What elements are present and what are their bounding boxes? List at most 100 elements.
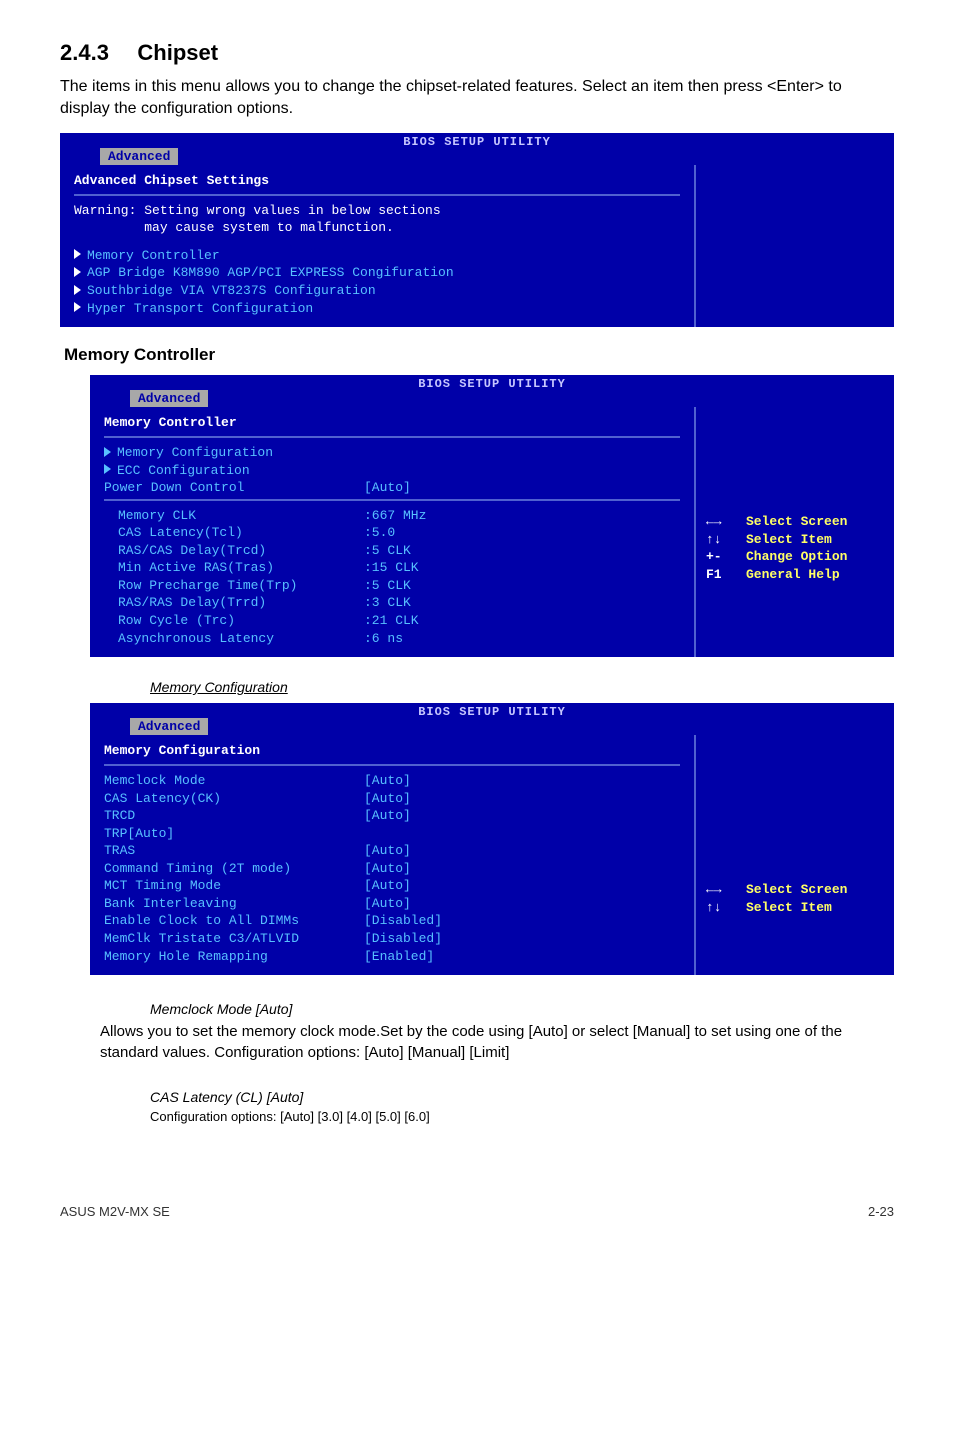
info-row: Memory CLK:667 MHz [104,507,680,525]
footer-right: 2-23 [868,1204,894,1219]
bios-window-chipset: BIOS SETUP UTILITY Advanced Advanced Chi… [60,133,894,327]
info-row: RAS/CAS Delay(Trcd):5 CLK [104,542,680,560]
setting-value: [Auto] [364,807,411,825]
setting-value: [Auto] [364,860,411,878]
menu-item-southbridge[interactable]: Southbridge VIA VT8237S Configuration [74,282,680,300]
legend-key: ↑↓ [706,899,734,917]
memclock-mode-para: Allows you to set the memory clock mode.… [100,1021,894,1063]
info-value: :3 CLK [364,594,411,612]
setting-label: Memclock Mode [104,772,364,790]
submenu-memory-config[interactable]: Memory Configuration [104,444,680,462]
info-label: Asynchronous Latency [104,630,364,648]
info-row: RAS/RAS Delay(Trrd):3 CLK [104,594,680,612]
legend-value: Select Screen [746,881,847,899]
setting-value: [Auto] [364,479,411,497]
legend-value: Select Screen [746,513,847,531]
menu-label: Memory Controller [87,248,220,263]
menu-item-memory-controller[interactable]: Memory Controller [74,247,680,265]
info-value: :6 ns [364,630,403,648]
info-value: :21 CLK [364,612,419,630]
info-value: :5 CLK [364,577,411,595]
bios-right-panel: ←→Select Screen↑↓Select Item+-Change Opt… [694,407,894,657]
legend-row: ←→ Select Screen [706,513,884,531]
info-row: Min Active RAS(Tras):15 CLK [104,559,680,577]
triangle-icon [74,302,81,312]
setting-label: Memory Hole Remapping [104,948,364,966]
legend-key: ←→ [706,881,734,899]
bios-tab-advanced[interactable]: Advanced [130,718,208,735]
menu-item-hypertransport[interactable]: Hyper Transport Configuration [74,300,680,318]
triangle-icon [74,249,81,259]
setting-row[interactable]: Enable Clock to All DIMMs[Disabled] [104,912,680,930]
setting-label: TRCD [104,807,364,825]
legend-key: ←→ [706,513,734,531]
bios-tab-advanced[interactable]: Advanced [100,148,178,165]
memory-controller-heading: Memory Controller [64,345,894,365]
setting-row[interactable]: TRAS[Auto] [104,842,680,860]
triangle-icon [74,285,81,295]
setting-row[interactable]: Command Timing (2T mode)[Auto] [104,860,680,878]
menu-label: Southbridge VIA VT8237S Configuration [87,283,376,298]
setting-label: MCT Timing Mode [104,877,364,895]
setting-row[interactable]: Bank Interleaving[Auto] [104,895,680,913]
bios-window-memory-controller: BIOS SETUP UTILITY Advanced Memory Contr… [90,375,894,657]
setting-label: Command Timing (2T mode) [104,860,364,878]
warning-line-2: may cause system to malfunction. [74,219,680,237]
bios-section-header: Memory Configuration [104,741,680,762]
triangle-icon [74,267,81,277]
setting-row[interactable]: MCT Timing Mode[Auto] [104,877,680,895]
setting-value: [Disabled] [364,912,442,930]
info-value: :5 CLK [364,542,411,560]
setting-row[interactable]: CAS Latency(CK)[Auto] [104,790,680,808]
bios-window-memory-config: BIOS SETUP UTILITY Advanced Memory Confi… [90,703,894,975]
bios-section-header: Memory Controller [104,413,680,434]
info-label: Min Active RAS(Tras) [104,559,364,577]
page-footer: ASUS M2V-MX SE 2-23 [60,1204,894,1219]
info-label: Row Precharge Time(Trp) [104,577,364,595]
footer-left: ASUS M2V-MX SE [60,1204,170,1219]
setting-row[interactable]: TRCD[Auto] [104,807,680,825]
menu-label: Hyper Transport Configuration [87,301,313,316]
setting-label: MemClk Tristate C3/ATLVID [104,930,364,948]
setting-value: [Auto] [364,842,411,860]
info-value: :667 MHz [364,507,426,525]
setting-value: [Auto] [364,772,411,790]
legend-value: Select Item [746,899,832,917]
info-row: Asynchronous Latency:6 ns [104,630,680,648]
legend-key: +- [706,548,734,566]
info-label: RAS/CAS Delay(Trcd) [104,542,364,560]
setting-row[interactable]: Memclock Mode[Auto] [104,772,680,790]
setting-row[interactable]: Memory Hole Remapping[Enabled] [104,948,680,966]
setting-label: CAS Latency(CK) [104,790,364,808]
legend-key: F1 [706,566,734,584]
divider [104,499,680,501]
info-label: CAS Latency(Tcl) [104,524,364,542]
info-row: Row Precharge Time(Trp):5 CLK [104,577,680,595]
bios-right-panel: ←→ Select Screen ↑↓ Select Item [694,735,894,975]
bios-tab-advanced[interactable]: Advanced [130,390,208,407]
submenu-ecc-config[interactable]: ECC Configuration [104,462,680,480]
legend-row: ↑↓ Select Item [706,899,884,917]
info-label: Row Cycle (Trc) [104,612,364,630]
setting-row[interactable]: MemClk Tristate C3/ATLVID[Disabled] [104,930,680,948]
setting-value: [Enabled] [364,948,434,966]
bios-section-header: Advanced Chipset Settings [74,171,680,192]
setting-label: Enable Clock to All DIMMs [104,912,364,930]
bios-util-title: BIOS SETUP UTILITY [90,703,894,719]
info-value: :5.0 [364,524,395,542]
section-title: Chipset [137,40,218,66]
intro-text: The items in this menu allows you to cha… [60,76,894,121]
legend-value: General Help [746,566,840,584]
legend-row: ←→ Select Screen [706,881,884,899]
bios-right-panel [694,165,894,327]
legend-value: Select Item [746,531,832,549]
setting-row[interactable]: TRP[Auto] [104,825,680,843]
info-row: Row Cycle (Trc):21 CLK [104,612,680,630]
bios-util-title: BIOS SETUP UTILITY [60,133,894,149]
section-number: 2.4.3 [60,40,109,66]
menu-label: ECC Configuration [117,463,250,478]
setting-power-down[interactable]: Power Down Control [Auto] [104,479,680,497]
menu-item-agp-bridge[interactable]: AGP Bridge K8M890 AGP/PCI EXPRESS Congif… [74,264,680,282]
cas-latency-options: Configuration options: [Auto] [3.0] [4.0… [150,1109,894,1124]
cas-latency-title: CAS Latency (CL) [Auto] [150,1089,894,1105]
